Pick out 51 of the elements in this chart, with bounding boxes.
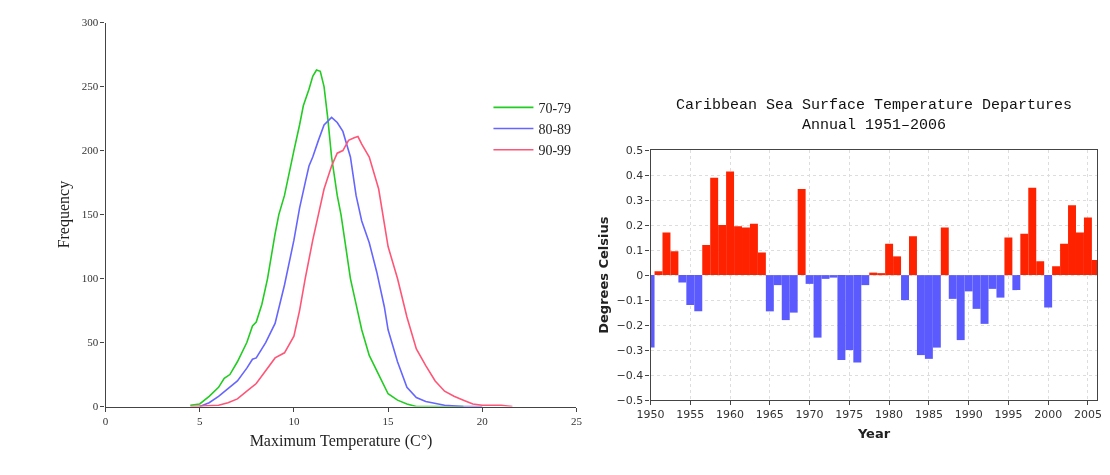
x-tick-label: 1975 — [835, 408, 864, 422]
y-tick-label: 0.1 — [625, 243, 644, 257]
y-tick-label: 300 — [81, 16, 99, 29]
x-tick-label: 1980 — [875, 408, 904, 422]
y-tick-label: −0.5 — [616, 393, 644, 407]
bar — [797, 188, 806, 276]
y-tick-label: 250 — [81, 80, 99, 93]
y-tick-label: 200 — [81, 144, 99, 157]
x-tick-label: 1970 — [795, 408, 824, 422]
y-tick-label: 0.2 — [625, 218, 644, 232]
x-tick-label: 1990 — [954, 408, 983, 422]
bar — [940, 227, 949, 276]
x-tick-label: 1995 — [994, 408, 1023, 422]
y-tick-label: −0.2 — [616, 318, 644, 332]
y-tick-label: 0.3 — [625, 193, 644, 207]
x-tick-label: 2005 — [1073, 408, 1102, 422]
x-tick-label: 1955 — [676, 408, 705, 422]
x-tick-label: 1950 — [636, 408, 665, 422]
y-tick-label: 0.4 — [625, 168, 644, 182]
chart-title: Caribbean Sea Surface Temperature Departures Annual 1951–2006 — [676, 97, 1073, 134]
legend-label: 90-99 — [538, 143, 572, 159]
y-tick-label: 0 — [636, 268, 644, 282]
x-tick-label: 15 — [382, 414, 395, 427]
y-tick-label: −0.4 — [616, 368, 644, 382]
bar — [901, 275, 909, 301]
y-tick-label: 150 — [81, 208, 99, 221]
legend-label: 80-89 — [538, 122, 572, 137]
x-tick-label: 1960 — [716, 408, 745, 422]
x-axis-title: Maximum Temperature (C°) — [249, 431, 433, 450]
y-tick-label: 100 — [81, 272, 99, 285]
x-tick-label: 5 — [196, 414, 203, 427]
x-tick-label: 10 — [288, 414, 300, 427]
y-axis-title: Frequency — [54, 180, 73, 249]
bar — [909, 236, 917, 276]
y-tick-label: −0.1 — [616, 293, 644, 307]
y-tick-label: 0.5 — [625, 143, 644, 157]
y-tick-label: 0 — [92, 400, 99, 413]
x-tick-label: 20 — [476, 414, 489, 427]
bar — [1012, 275, 1021, 291]
x-tick-label: 1965 — [755, 408, 784, 422]
bar — [1004, 237, 1013, 276]
bar — [1044, 275, 1053, 308]
y-tick-label: −0.3 — [616, 343, 644, 357]
x-tick-label: 0 — [102, 414, 109, 427]
x-tick-label: 1985 — [914, 408, 943, 422]
y-tick-label: 50 — [87, 336, 99, 349]
x-tick-label: 2000 — [1034, 408, 1063, 422]
legend-label: 70-79 — [538, 100, 572, 116]
x-tick-label: 25 — [570, 414, 583, 427]
x-axis-title: Year — [856, 425, 891, 441]
y-axis-title: Degrees Celsius — [596, 216, 612, 334]
